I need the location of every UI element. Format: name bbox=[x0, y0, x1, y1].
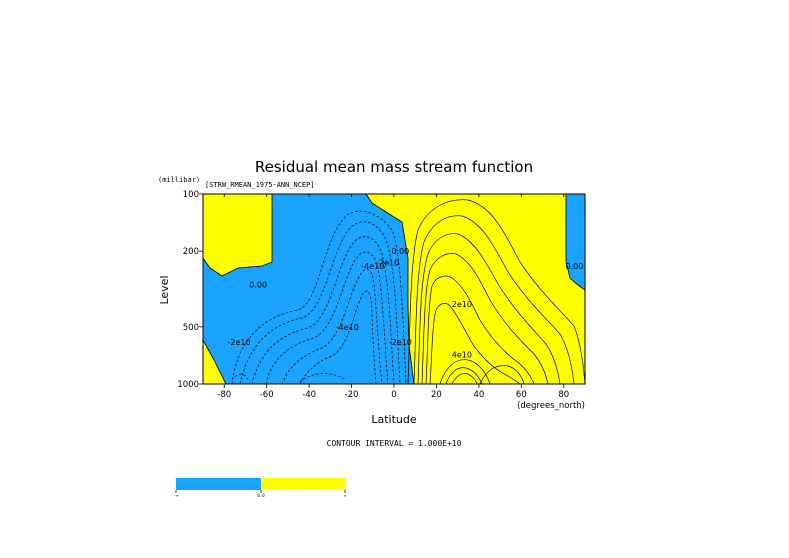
y-units-label: (millibar) bbox=[158, 176, 200, 184]
zero-contour-line bbox=[565, 194, 585, 291]
positive-contour-line bbox=[451, 373, 478, 384]
positive-contour-line bbox=[479, 365, 525, 384]
positive-contour-line bbox=[413, 215, 575, 384]
y-tick-label: 100 bbox=[183, 190, 199, 200]
x-axis-label: Latitude bbox=[371, 413, 417, 426]
negative-region-northern bbox=[566, 194, 585, 290]
negative-contour-line bbox=[231, 373, 249, 381]
negative-contour-line bbox=[265, 251, 389, 384]
x-axis-ticks: -80 -60 -40 -20 0 20 40 60 80 bbox=[217, 194, 569, 400]
positive-contours bbox=[407, 199, 585, 384]
contour-label: 4e10 bbox=[452, 351, 472, 360]
colorbar-label-mid: 0.0 bbox=[257, 493, 265, 498]
x-tick-label: 60 bbox=[516, 390, 527, 400]
contour-interval-label: CONTOUR INTERVAL = 1.000E+10 bbox=[327, 439, 462, 448]
plot-area bbox=[203, 194, 585, 384]
x-tick-label: 80 bbox=[558, 390, 569, 400]
colorbar: -∞ 0.0 ∞ bbox=[174, 478, 347, 498]
zero-contours bbox=[203, 194, 585, 384]
contour-label: 0.00 bbox=[249, 281, 267, 290]
negative-region-southern bbox=[203, 194, 414, 384]
negative-contour-line bbox=[281, 269, 383, 384]
contour-label: 0.00 bbox=[391, 247, 409, 256]
positive-contour-line bbox=[421, 253, 549, 384]
negative-contour-line bbox=[239, 221, 401, 384]
y-axis-ticks: 100 200 500 1000 bbox=[177, 190, 203, 390]
x-units-label: (degrees_north) bbox=[517, 401, 585, 411]
x-tick-label: -40 bbox=[302, 390, 316, 400]
zero-contour-line bbox=[365, 194, 415, 384]
contour-label: -2e10 bbox=[228, 338, 251, 347]
y-tick-label: 1000 bbox=[177, 380, 199, 390]
x-tick-label: -20 bbox=[345, 390, 359, 400]
positive-contour-line bbox=[425, 275, 535, 384]
colorbar-positive-swatch bbox=[261, 478, 346, 490]
negative-contours bbox=[231, 210, 407, 384]
positive-contour-line bbox=[445, 367, 483, 384]
x-tick-label: -80 bbox=[217, 390, 231, 400]
contour-label: 2e10 bbox=[452, 300, 472, 309]
negative-contour-line bbox=[231, 210, 407, 384]
positive-contour-line bbox=[417, 233, 561, 384]
contour-label: 0.00 bbox=[565, 262, 583, 271]
contour-label: -2e10 bbox=[389, 338, 412, 347]
x-tick-label: 40 bbox=[473, 390, 484, 400]
chart-title: Residual mean mass stream function bbox=[255, 158, 533, 176]
contour-label: -2e10 bbox=[376, 259, 399, 268]
zero-contour-line bbox=[203, 194, 273, 277]
colorbar-negative-swatch bbox=[176, 478, 261, 490]
positive-contour-line bbox=[429, 303, 521, 384]
positive-contour-line bbox=[407, 199, 585, 384]
x-tick-label: 0 bbox=[391, 390, 396, 400]
contour-labels: 0.00-2e10-4e10-4e10-2e100.002e104e10-2e1… bbox=[228, 247, 584, 359]
contour-label: -4e10 bbox=[336, 323, 359, 332]
contour-label: -4e10 bbox=[361, 262, 384, 271]
zero-contour-line bbox=[203, 339, 227, 384]
colorbar-label-high: ∞ bbox=[344, 493, 347, 498]
colorbar-label-low: -∞ bbox=[174, 493, 179, 498]
y-tick-label: 200 bbox=[183, 247, 199, 257]
negative-contour-line bbox=[299, 373, 347, 383]
x-tick-label: -60 bbox=[260, 390, 274, 400]
y-tick-label: 500 bbox=[183, 323, 199, 333]
negative-contour-line bbox=[299, 290, 377, 384]
x-tick-label: 20 bbox=[431, 390, 442, 400]
y-axis-label: Level bbox=[158, 275, 171, 304]
chart-subtitle: [STRW_RMEAN_1975-ANN_NCEP] bbox=[205, 181, 315, 189]
negative-contour-line bbox=[251, 236, 395, 384]
